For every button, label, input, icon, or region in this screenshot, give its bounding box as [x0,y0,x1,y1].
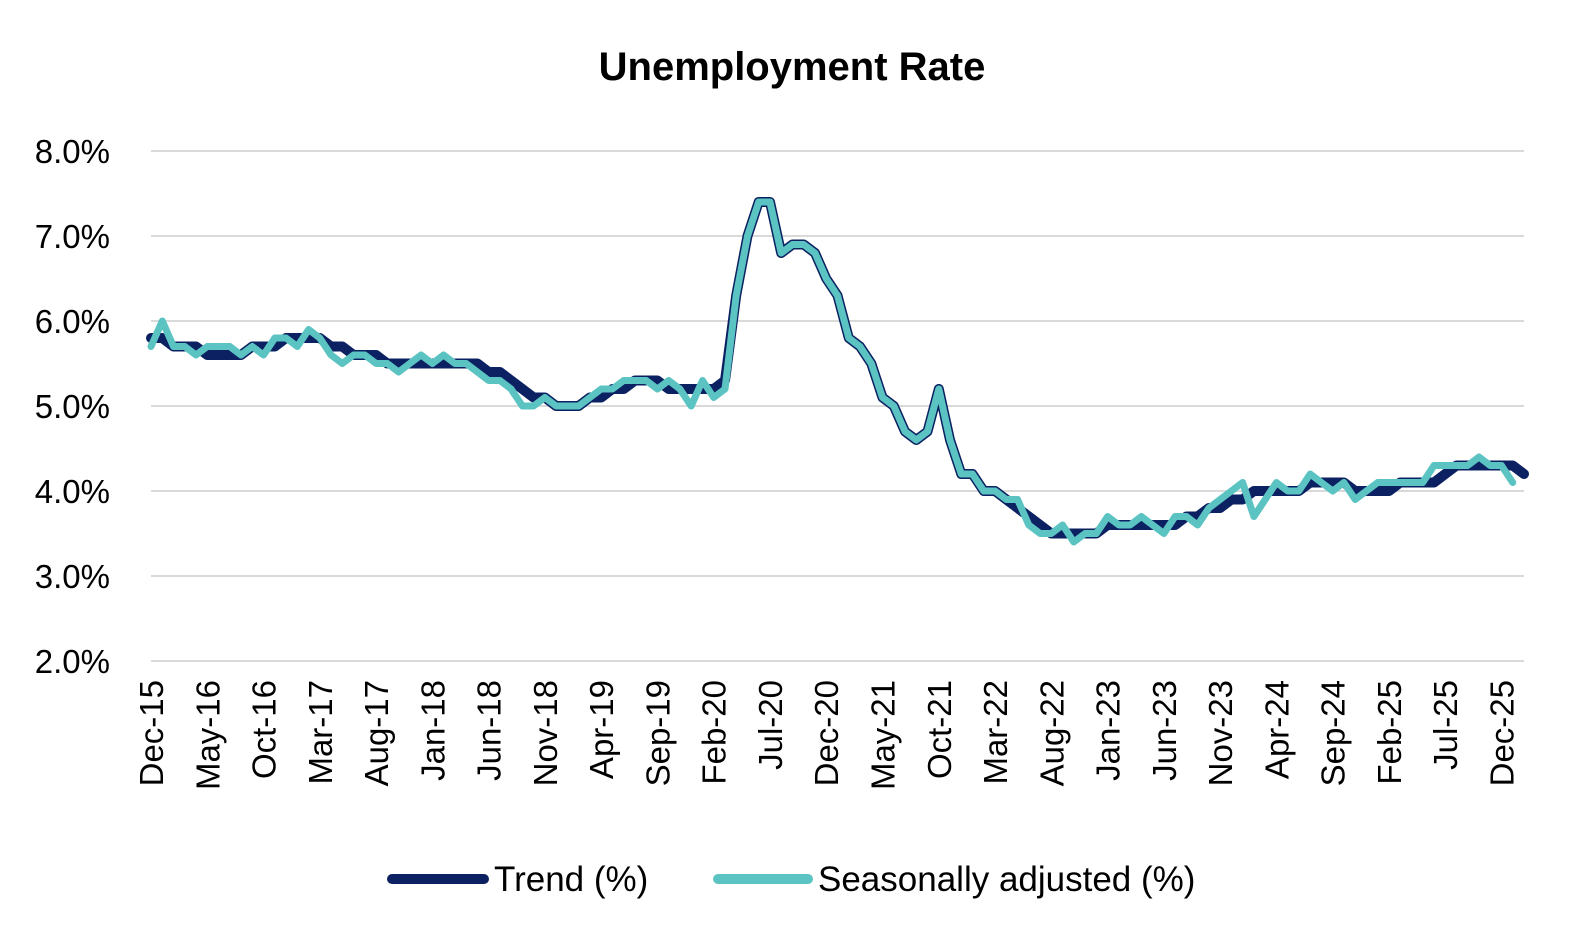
x-tick-label: Mar-22 [977,680,1014,785]
x-tick-label: Nov-23 [1202,680,1239,786]
x-tick-label: Jun-18 [471,680,508,781]
series-seasonally-adjusted [147,198,1517,546]
y-tick-label: 5.0% [35,388,110,425]
x-tick-label: Dec-15 [133,680,170,786]
x-tick-label: Jul-25 [1427,680,1464,770]
legend-label-seasonally-adjusted: Seasonally adjusted (%) [818,860,1195,899]
x-tick-label: Mar-17 [302,680,339,785]
x-tick-label: Jun-23 [1146,680,1183,781]
x-tick-label: May-16 [189,680,226,790]
series-lines [146,197,1529,546]
x-tick-label: Feb-25 [1371,680,1408,785]
gridlines [151,150,1524,662]
y-tick-label: 6.0% [35,303,110,340]
chart-title: Unemployment Rate [599,45,986,89]
legend-label-trend: Trend (%) [494,860,648,899]
x-tick-label: Apr-19 [583,680,620,779]
legend: Trend (%) Seasonally adjusted (%) [387,860,1195,899]
x-tick-label: Aug-17 [358,680,395,786]
x-tick-label: Feb-20 [696,680,733,785]
x-tick-label: May-21 [865,680,902,790]
y-tick-label: 7.0% [35,218,110,255]
x-tick-label: Dec-20 [808,680,845,786]
x-tick-label: Jan-23 [1090,680,1127,781]
x-axis-ticks: Dec-15 May-16 Oct-16 Mar-17 Aug-17 Jan-18 Jun-… [133,680,1520,790]
y-axis-ticks: 2.0% 3.0% 4.0% 5.0% 6.0% 7.0% 8.0% [35,133,110,680]
x-tick-label: Jul-20 [752,680,789,770]
y-tick-label: 2.0% [35,643,110,680]
x-tick-label: Dec-25 [1483,680,1520,786]
x-tick-label: Oct-16 [246,680,283,779]
y-tick-label: 8.0% [35,133,110,170]
x-tick-label: Sep-19 [639,680,676,786]
series-line [147,198,1517,546]
x-tick-label: Apr-24 [1258,680,1295,779]
x-tick-label: Aug-22 [1033,680,1070,786]
x-tick-label: Jan-18 [414,680,451,781]
x-tick-label: Sep-24 [1315,680,1352,786]
y-tick-label: 3.0% [35,558,110,595]
x-tick-label: Oct-21 [921,680,958,779]
x-tick-label: Nov-18 [527,680,564,786]
y-tick-label: 4.0% [35,473,110,510]
